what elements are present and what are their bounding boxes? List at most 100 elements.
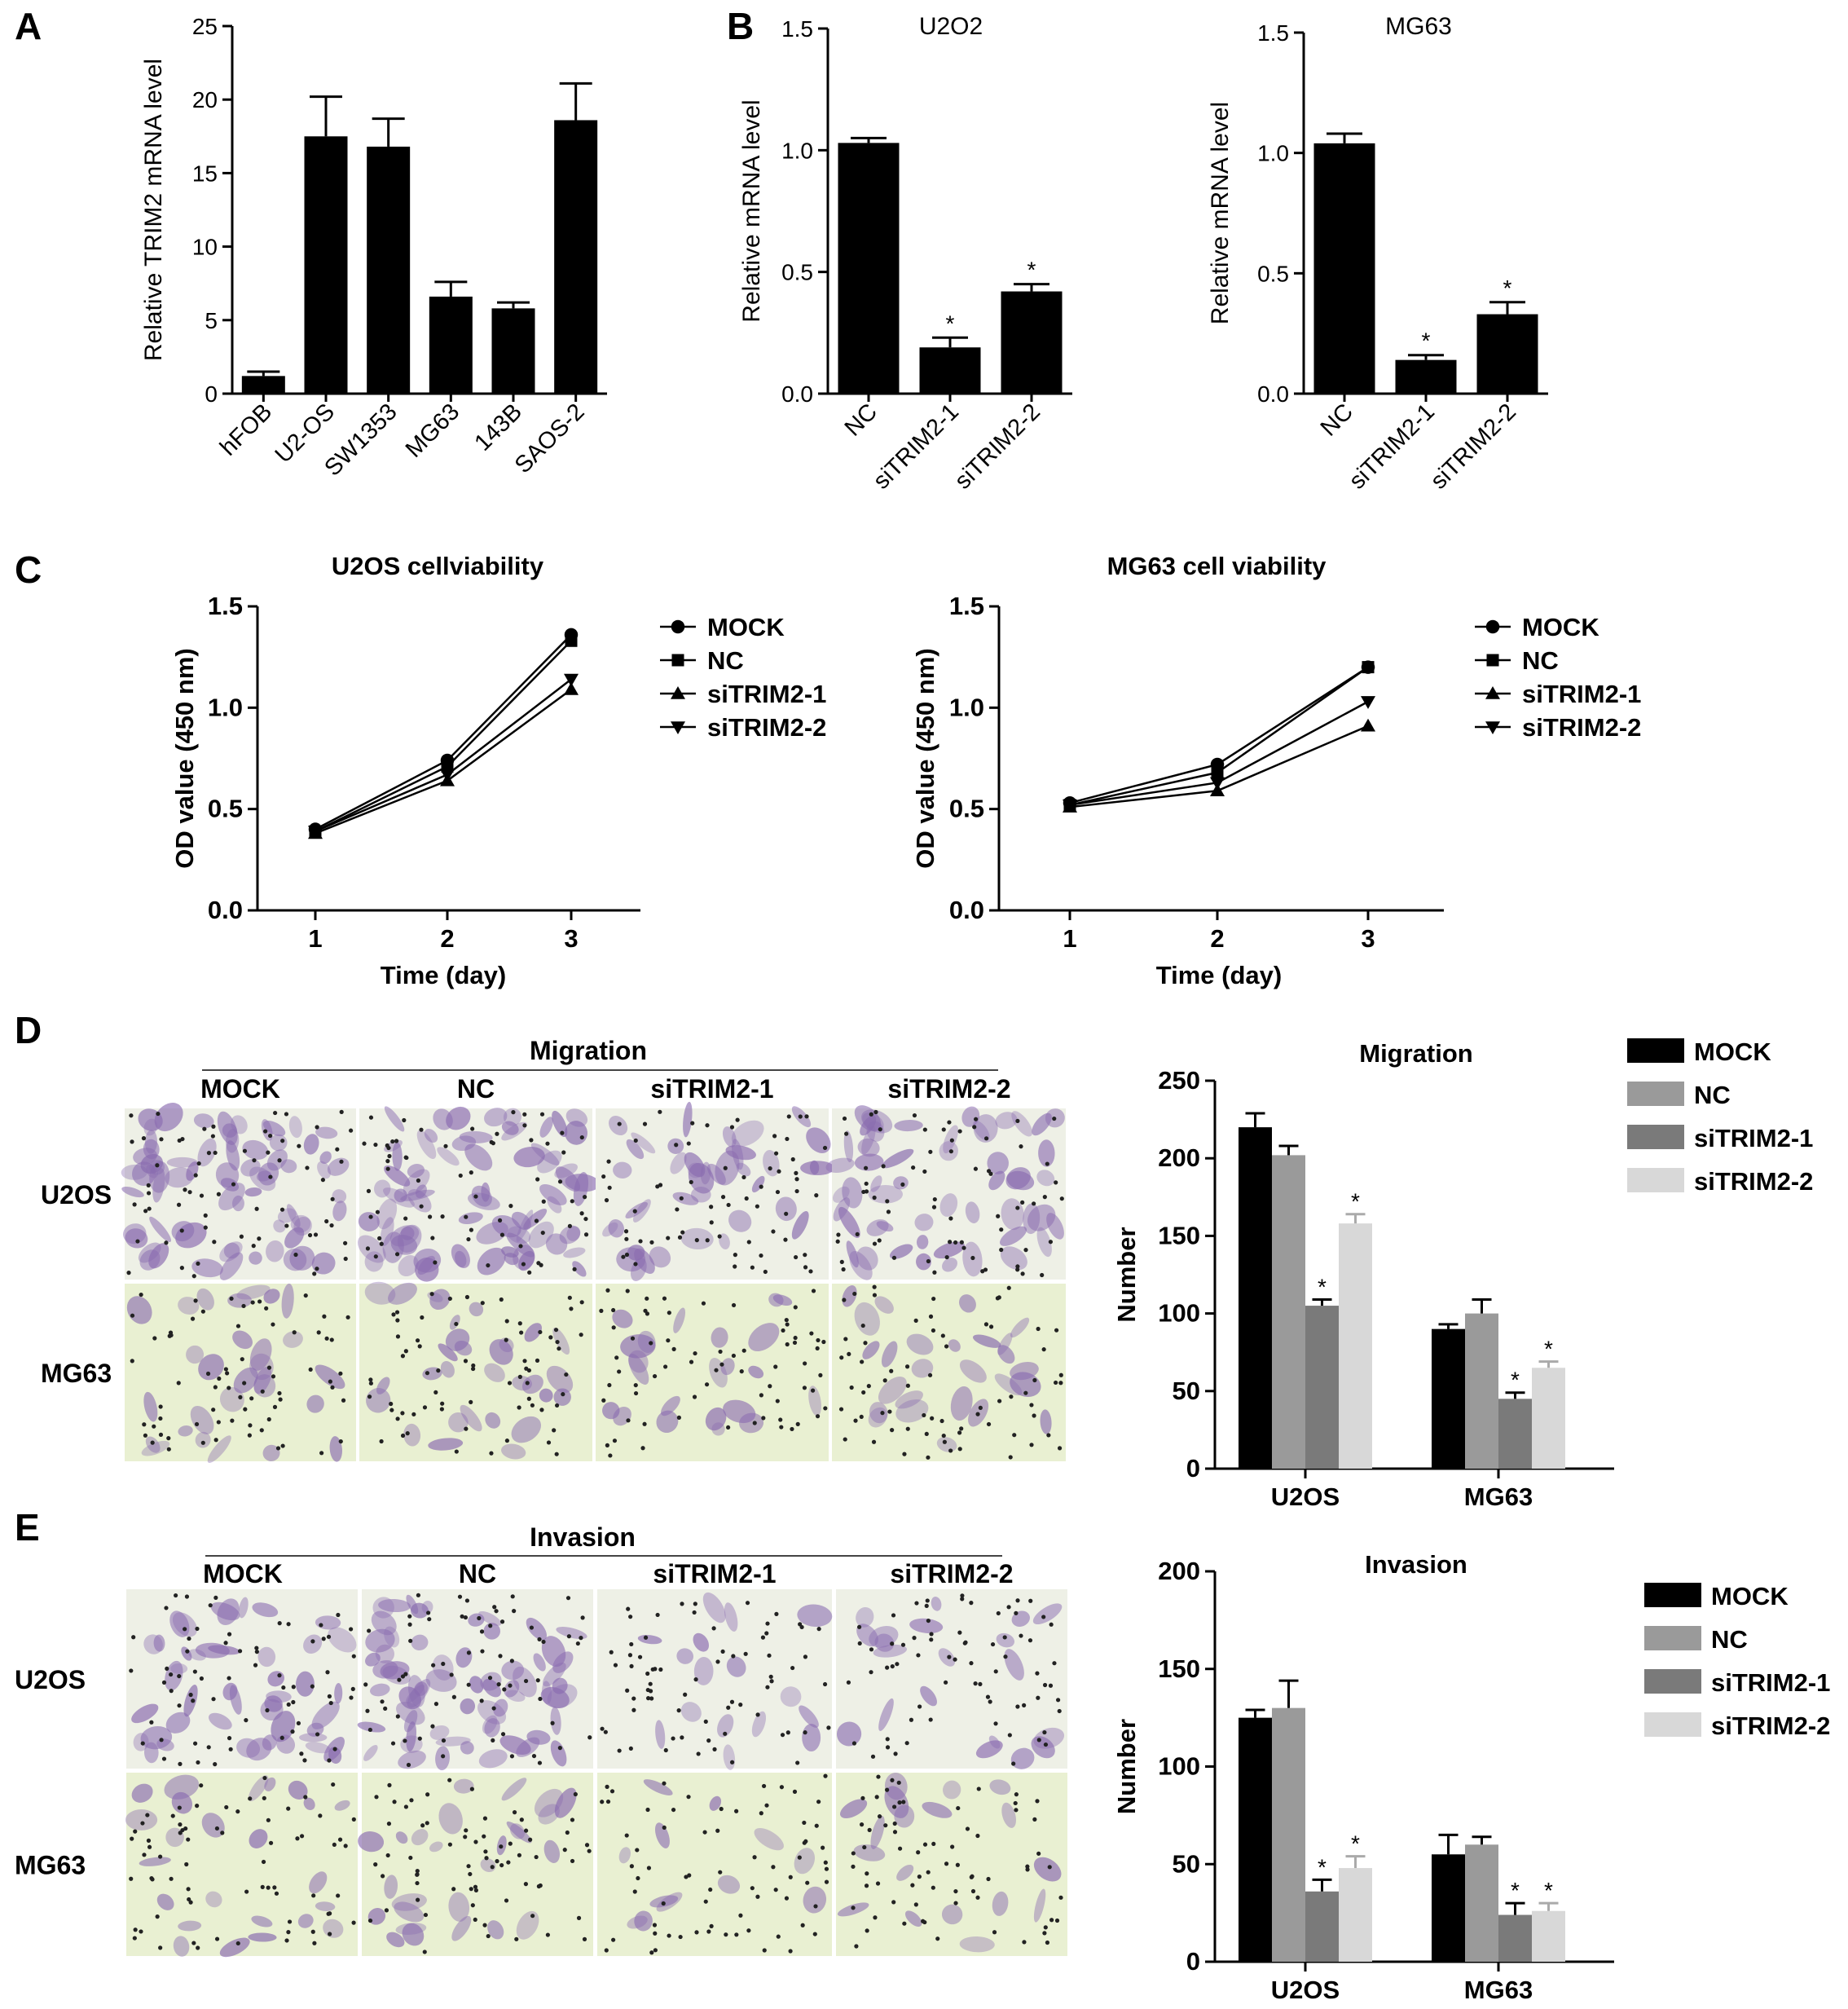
pore-dot: [913, 1902, 918, 1907]
pore-dot: [193, 1298, 198, 1303]
cell-shape: [720, 1358, 735, 1376]
pore-dot: [1014, 1610, 1019, 1615]
pore-dot: [1013, 1800, 1018, 1806]
marker-square: [565, 634, 578, 647]
cell-shape: [884, 1786, 909, 1818]
pore-dot: [701, 1301, 706, 1306]
pore-dot: [761, 1783, 767, 1789]
pore-dot: [339, 1109, 344, 1114]
pore-dot: [986, 1421, 992, 1427]
pore-dot: [901, 1800, 906, 1804]
pore-dot: [1042, 1729, 1047, 1735]
cell-shape: [440, 1360, 455, 1378]
pore-dot: [322, 1314, 327, 1319]
pore-dot: [451, 1694, 456, 1699]
pore-dot: [930, 1416, 935, 1421]
pore-dot: [186, 1887, 191, 1892]
marker-triangle-down: [1485, 721, 1500, 734]
pore-dot: [397, 1677, 402, 1682]
significance-star: *: [1027, 258, 1036, 283]
pore-dot: [227, 1632, 232, 1637]
cell-shape: [193, 1113, 214, 1129]
pore-dot: [583, 1232, 589, 1237]
pore-dot: [686, 1141, 691, 1146]
pore-dot: [983, 1322, 989, 1327]
pore-dot: [724, 1932, 728, 1937]
cell-shape: [315, 1364, 345, 1390]
pore-dot: [303, 1293, 308, 1298]
pore-dot: [527, 1270, 532, 1275]
pore-dot: [425, 1792, 430, 1797]
pore-dot: [629, 1864, 634, 1869]
cell-shape: [438, 1343, 458, 1362]
pore-dot: [250, 1300, 255, 1305]
pore-dot: [759, 1811, 763, 1816]
cell-shape: [406, 1594, 419, 1615]
marker-square: [1486, 654, 1499, 667]
cell-shape: [298, 1733, 328, 1742]
pore-dot: [538, 1329, 543, 1335]
pore-dot: [932, 1270, 937, 1275]
cell-shape: [722, 1126, 737, 1148]
pore-dot: [935, 1936, 940, 1941]
pore-dot: [365, 1246, 371, 1251]
cell-shape: [293, 1216, 312, 1236]
pore-dot: [587, 1848, 592, 1853]
pore-dot: [780, 1733, 785, 1738]
cell-shape: [429, 1725, 450, 1740]
pore-dot: [420, 1823, 425, 1828]
pore-dot: [423, 1912, 429, 1918]
pore-dot: [504, 1319, 509, 1324]
pore-dot: [332, 1747, 337, 1751]
pore-dot: [680, 1735, 684, 1740]
row-label: U2OS: [15, 1665, 86, 1694]
cell-shape: [554, 1787, 577, 1818]
pore-dot: [440, 1214, 445, 1219]
pore-dot: [706, 1929, 711, 1934]
pore-dot: [316, 1330, 321, 1335]
legend-label: NC: [1694, 1081, 1731, 1109]
pore-dot: [286, 1702, 291, 1707]
pore-dot: [223, 1641, 228, 1646]
pore-dot: [793, 1305, 798, 1310]
cell-shape: [262, 1444, 280, 1461]
pore-dot: [750, 1886, 755, 1891]
y-axis-title: OD value (450 nm): [170, 648, 199, 868]
pore-dot: [626, 1418, 631, 1423]
pore-dot: [210, 1134, 215, 1139]
pore-dot: [693, 1601, 697, 1606]
pore-dot: [409, 1798, 414, 1803]
cell-shape: [269, 1134, 288, 1152]
cell-shape: [626, 1139, 645, 1160]
pore-dot: [1048, 1240, 1054, 1245]
marker-square: [1362, 661, 1375, 674]
pore-dot: [1028, 1598, 1033, 1603]
pore-dot: [287, 1919, 293, 1924]
pore-dot: [159, 1738, 164, 1742]
pore-dot: [741, 1174, 746, 1180]
cell-shape: [566, 1226, 581, 1241]
pore-dot: [242, 1148, 248, 1153]
pore-dot: [1032, 1413, 1036, 1418]
cell-shape: [909, 1618, 944, 1634]
pore-dot: [609, 1789, 615, 1794]
cell-shape: [553, 1388, 571, 1406]
chart-d: 050100150200250**U2OS**MG63NumberMigrati…: [1112, 1038, 1813, 1511]
pore-dot: [131, 1635, 136, 1640]
cell-shape: [454, 1340, 473, 1356]
pore-dot: [823, 1773, 828, 1778]
cell-shape: [303, 1797, 315, 1810]
pore-dot: [576, 1915, 582, 1920]
cell-shape: [469, 1676, 484, 1694]
pore-dot: [794, 1254, 799, 1260]
cell-shape: [1033, 1857, 1062, 1882]
pore-dot: [368, 1381, 373, 1386]
pore-dot: [711, 1626, 716, 1631]
pore-dot: [720, 1195, 726, 1200]
pore-dot: [216, 1192, 222, 1196]
cell-shape: [196, 1288, 214, 1311]
cell-shape: [637, 1330, 656, 1353]
cell-shape: [994, 1373, 1023, 1396]
pore-dot: [292, 1330, 297, 1335]
